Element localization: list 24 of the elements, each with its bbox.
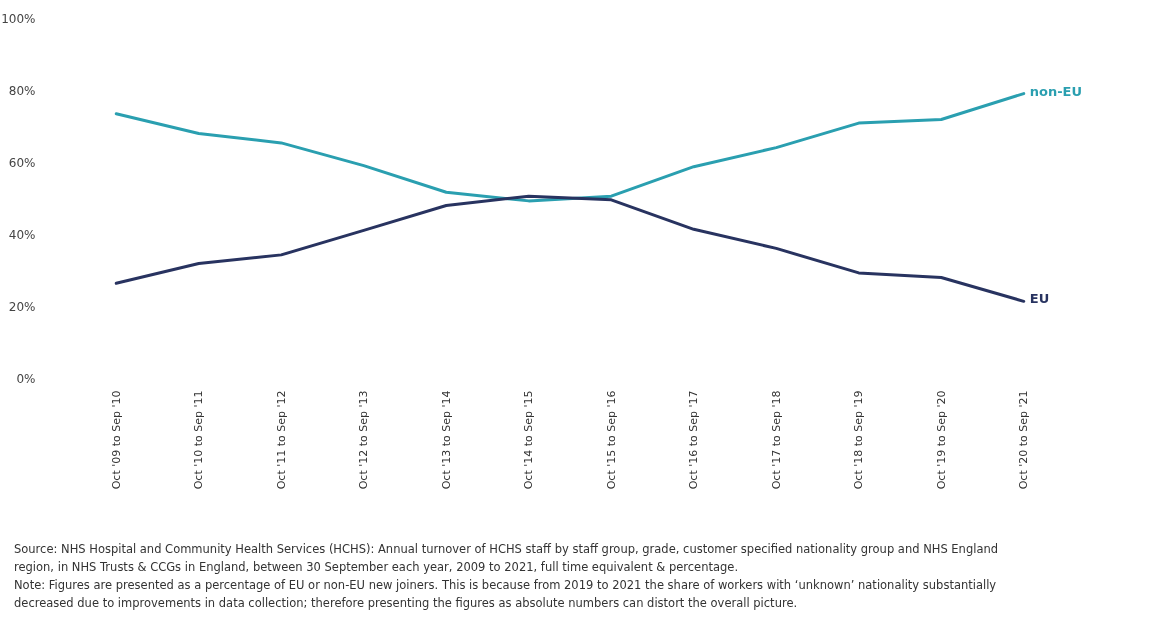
x-tick-label: Oct '17 to Sep '18 (769, 390, 783, 490)
x-tick-label: Oct '13 to Sep '14 (439, 390, 453, 490)
x-tick-label: Oct '09 to Sep '10 (109, 390, 123, 490)
x-tick-label: Oct '18 to Sep '19 (852, 390, 866, 490)
line-series (114, 92, 1026, 203)
x-tick-label: Oct '20 to Sep '21 (1017, 390, 1031, 490)
source-note: Source: NHS Hospital and Community Health Services (HCHS): Annual turnover of HCHS staff by staff group, grade, customer specified nationality group and NHS England region, in NHS Trusts & CCGs in England, between 30 September each year, 2009 to 2021, full time equivalent & percentage. (14, 541, 1000, 576)
x-tick-label: Oct '11 to Sep '12 (274, 390, 288, 490)
x-tick-label: Oct '10 to Sep '11 (192, 390, 206, 490)
x-tick-label: Oct '19 to Sep '20 (934, 390, 948, 490)
series-label: EU (1029, 291, 1050, 307)
x-tick-label: Oct '12 to Sep '13 (357, 390, 371, 490)
y-tick-label: 20% (8, 299, 36, 314)
y-tick-label: 60% (8, 155, 36, 170)
text: Note: Figures are presented as a percentage of EU or non-EU new joiners. This is because from 2019 to 2021 the share of workers with ‘unknown’ nationality substantially decreased due to improvements in data collection; therefore presenting the figures as absolute numbers can distort the overall picture. (14, 577, 998, 612)
y-tick-label: 80% (8, 83, 36, 98)
line-series (114, 194, 1026, 303)
y-tick-label: 0% (16, 371, 36, 386)
x-tick-label: Oct '14 to Sep '15 (522, 390, 536, 490)
x-tick-label: Oct '15 to Sep '16 (604, 390, 618, 490)
series-label: non-EU (1029, 83, 1083, 99)
y-tick-label: 40% (8, 227, 36, 242)
x-tick-label: Oct '16 to Sep '17 (687, 390, 701, 490)
y-tick-label: 100% (1, 11, 36, 26)
